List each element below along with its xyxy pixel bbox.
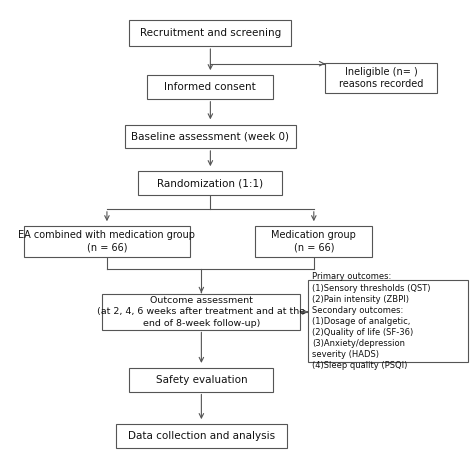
Text: EA combined with medication group
(n = 66): EA combined with medication group (n = 6… — [18, 230, 195, 253]
Text: Informed consent: Informed consent — [164, 82, 256, 92]
FancyBboxPatch shape — [255, 227, 372, 257]
Text: Baseline assessment (week 0): Baseline assessment (week 0) — [131, 131, 289, 141]
FancyBboxPatch shape — [308, 280, 468, 362]
FancyBboxPatch shape — [147, 75, 273, 99]
FancyBboxPatch shape — [138, 172, 283, 195]
FancyBboxPatch shape — [129, 368, 273, 392]
FancyBboxPatch shape — [24, 227, 190, 257]
Text: Ineligible (n= )
reasons recorded: Ineligible (n= ) reasons recorded — [339, 66, 423, 89]
Text: Outcome assessment
(at 2, 4, 6 weeks after treatment and at the
end of 8-week fo: Outcome assessment (at 2, 4, 6 weeks aft… — [97, 296, 305, 328]
Text: Recruitment and screening: Recruitment and screening — [140, 28, 281, 38]
Text: Data collection and analysis: Data collection and analysis — [128, 431, 275, 441]
FancyBboxPatch shape — [125, 125, 296, 148]
FancyBboxPatch shape — [129, 20, 292, 46]
FancyBboxPatch shape — [325, 63, 438, 93]
Text: Medication group
(n = 66): Medication group (n = 66) — [272, 230, 356, 253]
Text: Randomization (1:1): Randomization (1:1) — [157, 178, 264, 188]
FancyBboxPatch shape — [102, 294, 301, 329]
Text: Safety evaluation: Safety evaluation — [155, 375, 247, 385]
FancyBboxPatch shape — [116, 424, 287, 448]
Text: Primary outcomes:
(1)Sensory thresholds (QST)
(2)Pain intensity (ZBPI)
Secondary: Primary outcomes: (1)Sensory thresholds … — [312, 273, 430, 370]
